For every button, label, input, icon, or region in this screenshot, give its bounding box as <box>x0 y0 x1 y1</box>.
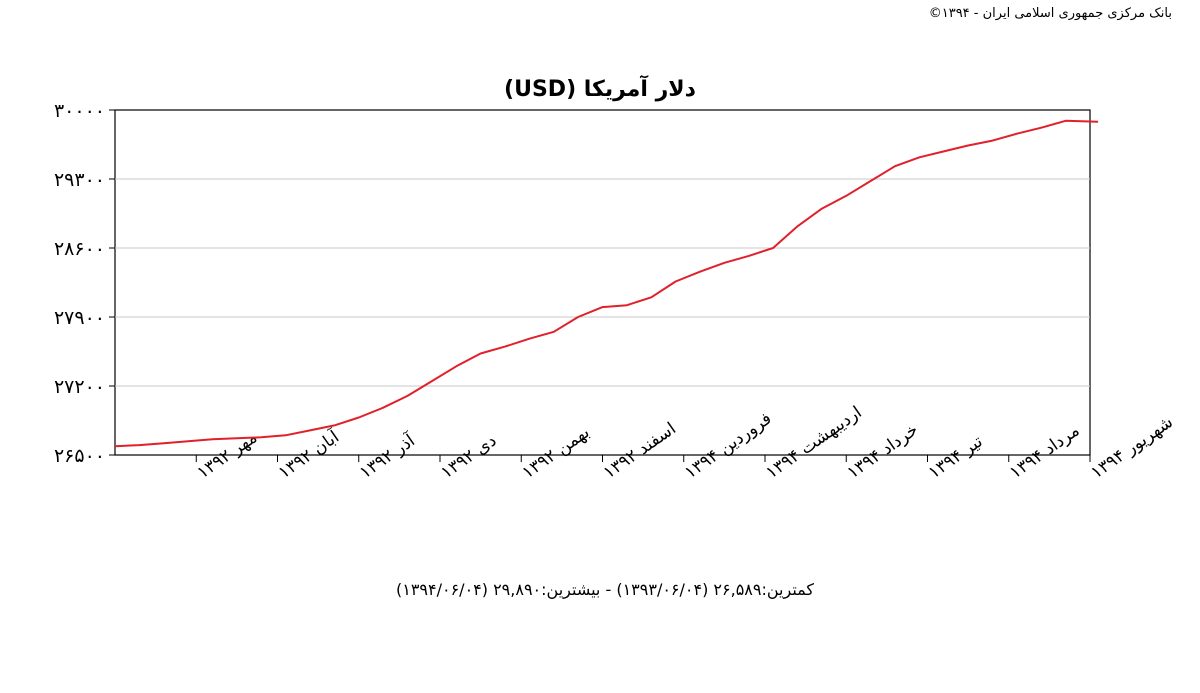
copyright-text: بانک مرکزی جمهوری اسلامی ایران - ۱۳۹۴© <box>928 6 1172 21</box>
series-layer <box>114 119 1099 448</box>
x-tick-label: اسفند ۱۳۹۲ <box>600 419 680 483</box>
y-tick-label: ۲۶۵۰۰ <box>54 445 105 467</box>
y-axis: ۲۶۵۰۰ ۲۷۲۰۰ ۲۷۹۰۰ ۲۸۶۰۰ ۲۹۳۰۰ ۳۰۰۰۰ <box>54 100 115 467</box>
y-tick-label: ۲۷۹۰۰ <box>54 307 105 329</box>
x-tick-label: دی ۱۳۹۲ <box>437 431 500 483</box>
y-tick-label: ۲۷۲۰۰ <box>54 376 105 398</box>
x-tick-label: مرداد ۱۳۹۴ <box>1006 421 1083 483</box>
x-tick-label: بهمن ۱۳۹۲ <box>519 422 594 483</box>
x-tick-label: خرداد ۱۳۹۴ <box>844 420 922 483</box>
x-tick-label: تیر ۱۳۹۴ <box>925 431 987 483</box>
x-tick-label: آبان ۱۳۹۲ <box>274 425 344 483</box>
x-tick-label: آذر ۱۳۹۲ <box>355 429 420 484</box>
footer-minmax: کمترین:۲۶,۵۸۹ (۱۳۹۳/۰۶/۰۴) - بیشترین:۲۹,… <box>396 580 814 600</box>
y-tick-label: ۲۹۳۰۰ <box>54 169 105 191</box>
y-tick-label: ۲۸۶۰۰ <box>54 238 105 260</box>
plot-frame <box>114 109 1091 456</box>
series-line <box>114 119 1099 448</box>
gridlines <box>115 178 1090 387</box>
x-tick-label: شهریور ۱۳۹۴ <box>1087 412 1176 483</box>
y-tick-label: ۳۰۰۰۰ <box>54 100 105 122</box>
x-tick-label: فروردین ۱۳۹۴ <box>681 409 775 483</box>
chart-title: دلار آمریکا (USD) <box>504 74 696 102</box>
